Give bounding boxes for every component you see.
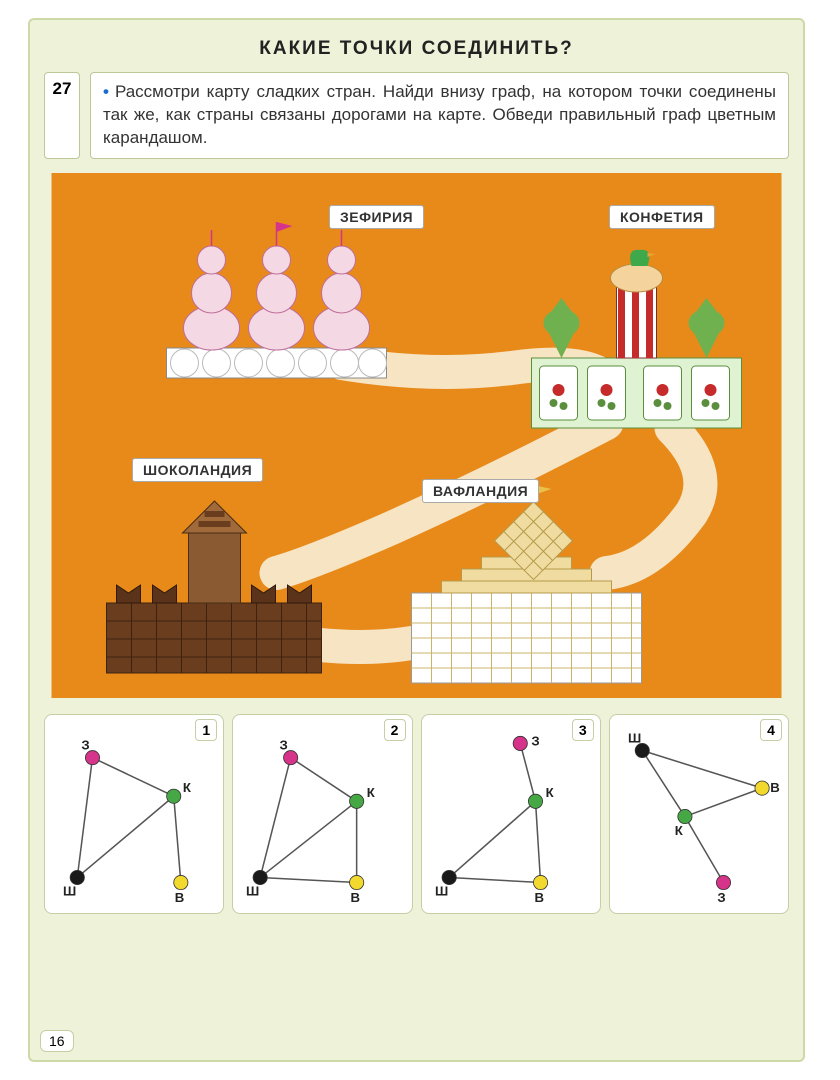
- graph-edge: [291, 757, 357, 801]
- graph-node-label: З: [280, 737, 288, 752]
- graph-node: [678, 809, 692, 823]
- graph-node-label: В: [770, 780, 780, 795]
- graph-node: [167, 789, 181, 803]
- graph-node-label: З: [717, 890, 725, 905]
- graph-node-label: В: [351, 890, 361, 905]
- card-number: 4: [760, 719, 782, 741]
- map-svg: [44, 173, 789, 698]
- graph-edge: [77, 757, 92, 877]
- graph-edge: [174, 796, 181, 882]
- graph-node-label: Ш: [246, 884, 259, 899]
- graph-svg: Ш К В З: [610, 715, 788, 913]
- graph-node: [70, 870, 84, 884]
- graph-node: [635, 743, 649, 757]
- graph-card: 1 З К Ш В: [44, 714, 224, 914]
- bullet-icon: •: [103, 82, 109, 101]
- graph-node-label: К: [183, 780, 192, 795]
- graph-node-label: Ш: [63, 884, 76, 899]
- graph-node-label: Ш: [434, 884, 447, 899]
- graph-node: [716, 875, 730, 889]
- page-title: КАКИЕ ТОЧКИ СОЕДИНИТЬ?: [44, 38, 789, 60]
- graph-edge: [449, 877, 540, 882]
- graph-edge: [77, 796, 173, 877]
- graph-edge: [520, 743, 535, 801]
- graph-node-label: К: [675, 823, 684, 838]
- label-waflandia: ВАФЛАНДИЯ: [422, 479, 539, 503]
- instruction-row: 27 •Рассмотри карту сладких стран. Найди…: [44, 72, 789, 159]
- graph-node: [442, 870, 456, 884]
- graph-node-label: К: [367, 785, 376, 800]
- graph-edge: [685, 788, 762, 816]
- graph-svg: З К Ш В: [422, 715, 600, 913]
- graph-edge: [449, 801, 535, 877]
- instruction-text: •Рассмотри карту сладких стран. Найди вн…: [90, 72, 789, 159]
- map-illustration: ЗЕФИРИЯ КОНФЕТИЯ ШОКОЛАНДИЯ ВАФЛАНДИЯ: [44, 173, 789, 698]
- graph-node-label: В: [175, 890, 185, 905]
- label-chocolandia: ШОКОЛАНДИЯ: [132, 458, 263, 482]
- graph-node: [85, 750, 99, 764]
- graph-node: [755, 781, 769, 795]
- graph-edge: [642, 750, 685, 816]
- graph-node: [350, 875, 364, 889]
- answer-cards: 1 З К Ш В 2 З К Ш В 3 З К Ш В 4 Ш К В З: [44, 714, 789, 914]
- graph-node-label: З: [531, 733, 539, 748]
- graph-node: [350, 794, 364, 808]
- graph-node-label: З: [81, 737, 89, 752]
- graph-card: 4 Ш К В З: [609, 714, 789, 914]
- graph-edge: [260, 801, 356, 877]
- graph-svg: З К Ш В: [233, 715, 411, 913]
- label-zephyria: ЗЕФИРИЯ: [329, 205, 424, 229]
- question-number: 27: [44, 72, 80, 159]
- graph-card: 3 З К Ш В: [421, 714, 601, 914]
- graph-node: [513, 736, 527, 750]
- graph-node: [533, 875, 547, 889]
- graph-edge: [685, 816, 724, 882]
- graph-node: [284, 750, 298, 764]
- graph-card: 2 З К Ш В: [232, 714, 412, 914]
- graph-node-label: Ш: [628, 730, 641, 745]
- graph-edge: [92, 757, 173, 796]
- page-number: 16: [40, 1030, 74, 1052]
- graph-edge: [535, 801, 540, 882]
- card-number: 3: [572, 719, 594, 741]
- instruction-body: Рассмотри карту сладких стран. Найди вни…: [103, 82, 776, 147]
- graph-edge: [642, 750, 762, 788]
- page-container: КАКИЕ ТОЧКИ СОЕДИНИТЬ? 27 •Рассмотри кар…: [28, 18, 805, 1062]
- graph-node: [174, 875, 188, 889]
- graph-node-label: К: [545, 785, 554, 800]
- graph-svg: З К Ш В: [45, 715, 223, 913]
- graph-edge: [260, 757, 290, 877]
- label-confetia: КОНФЕТИЯ: [609, 205, 715, 229]
- graph-node: [528, 794, 542, 808]
- card-number: 2: [384, 719, 406, 741]
- graph-node: [253, 870, 267, 884]
- card-number: 1: [195, 719, 217, 741]
- graph-edge: [260, 877, 356, 882]
- graph-node-label: В: [534, 890, 544, 905]
